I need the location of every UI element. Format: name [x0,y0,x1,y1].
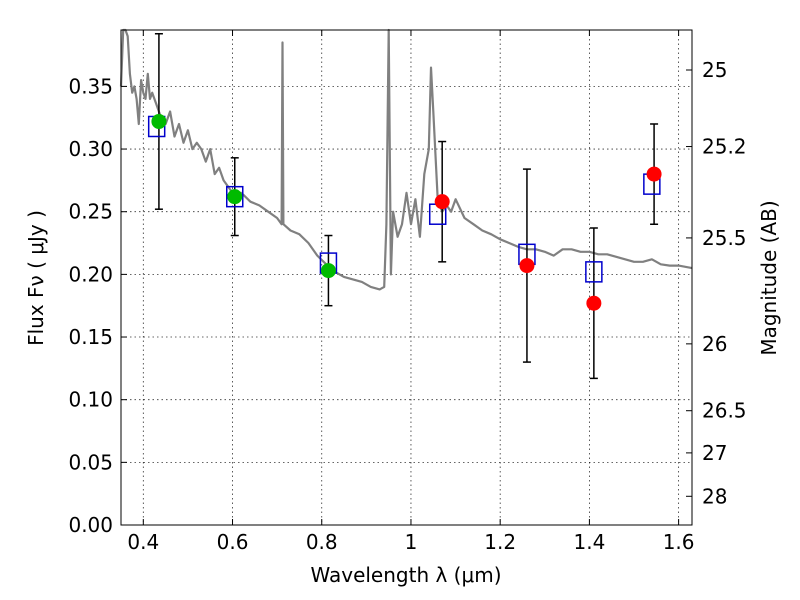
y-tick-label: 0.15 [68,325,113,349]
observed-point-green [320,263,336,279]
y-tick-label: 0.35 [68,74,113,98]
right-tick-label: 25.2 [702,135,747,159]
y-axis-label: Flux Fν ( μJy ) [24,210,48,346]
observed-point-red [586,295,602,311]
x-tick-label: 0.8 [306,530,338,554]
tick-layer: 0.4 0.6 0.8 1 1.2 1.4 1.6 0.00 0.05 0.10 0.15 0.20 0… [68,30,747,554]
observed-point-red [434,194,450,210]
right-tick-label: 27 [702,441,727,465]
y-tick-label: 0.05 [68,450,113,474]
x-tick-label: 1 [405,530,418,554]
plot-background [121,30,692,525]
y-tick-label: 0.10 [68,388,113,412]
model-photometry-square [226,185,244,208]
right-tick-label: 25 [702,58,727,82]
x-tick-label: 0.6 [217,530,249,554]
right-tick-label: 26 [702,332,727,356]
x-tick-label: 0.4 [127,530,159,554]
right-tick-label: 26.5 [702,399,747,423]
right-tick-label: 28 [702,484,727,508]
x-axis-label: Wavelength λ (μm) [310,563,501,587]
observed-point-green [227,189,243,205]
y-tick-label: 0.25 [68,200,113,224]
observed-photometry-layer [151,113,662,311]
x-tick-label: 1.4 [573,530,605,554]
model-photometry-square [585,261,603,283]
grid-layer [121,30,692,526]
x-tick-label: 1.6 [663,530,695,554]
right-axis-label: Magnitude (AB) [757,200,781,355]
right-tick-label: 25.5 [702,226,747,250]
y-tick-label: 0.20 [68,262,113,286]
errorbar-layer [154,33,659,380]
plot-frame [120,29,693,526]
y-tick-label: 0.30 [68,137,113,161]
observed-point-red [519,258,535,274]
x-tick-label: 1.2 [484,530,516,554]
observed-point-red [646,166,662,182]
y-tick-label: 0.00 [68,513,113,537]
observed-point-green [151,113,167,129]
